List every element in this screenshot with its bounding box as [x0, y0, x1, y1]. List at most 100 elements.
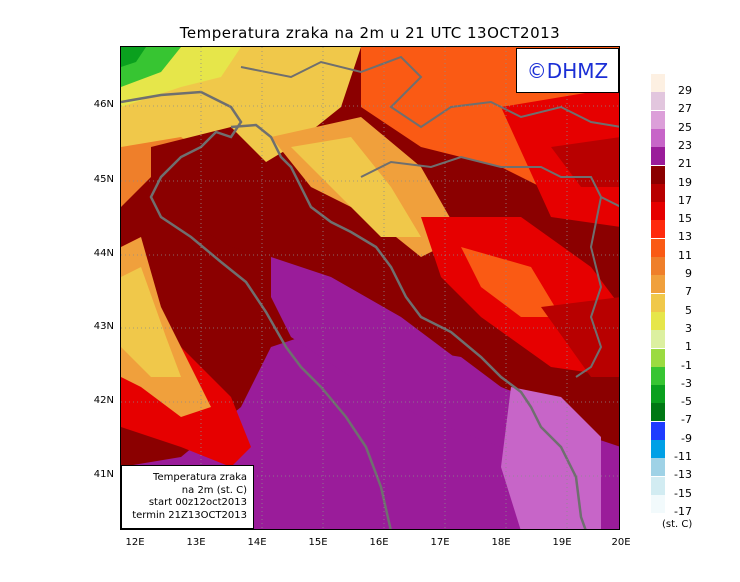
legend-label: -9 — [681, 431, 692, 445]
legend-swatch — [651, 183, 665, 202]
legend-label: 19 — [678, 175, 692, 189]
legend-label: -15 — [674, 486, 692, 500]
coastline-italy — [121, 90, 392, 529]
legend-swatch — [651, 220, 665, 239]
legend-swatch — [651, 458, 665, 477]
legend-item: 7 — [651, 275, 740, 298]
legend-label: 27 — [678, 102, 692, 116]
legend-swatch — [651, 110, 665, 129]
info-line-variable: Temperatura zraka — [153, 472, 247, 483]
lon-label-15e: 15E — [308, 537, 328, 548]
legend-swatch — [651, 202, 665, 221]
field-light-purple — [501, 387, 601, 529]
legend-label: 15 — [678, 212, 692, 226]
legend-item: -15 — [651, 476, 740, 500]
legend-label: 21 — [678, 157, 692, 171]
legend-item: 23 — [651, 128, 740, 152]
legend-item: -11 — [651, 440, 740, 463]
legend-swatch — [651, 311, 665, 330]
legend-swatch — [651, 348, 665, 367]
legend-item: 13 — [651, 220, 740, 243]
legend-label: -3 — [681, 376, 692, 390]
legend-label: 9 — [685, 267, 692, 280]
lon-label-20e: 20E — [611, 537, 631, 548]
field-orange-bosnia — [461, 247, 561, 317]
lat-label-41n: 41N — [93, 469, 114, 480]
legend-swatch — [651, 275, 665, 294]
legend-item: 17 — [651, 183, 740, 207]
field-dark-green-nw — [121, 47, 146, 67]
lon-label-12e: 12E — [125, 537, 145, 548]
legend-label: -13 — [674, 468, 692, 482]
legend-item: 29 — [651, 74, 740, 97]
legend-label: -5 — [681, 395, 692, 409]
legend-swatch — [651, 440, 665, 458]
legend-item: -3 — [651, 366, 740, 390]
coastline-balkans — [230, 123, 587, 529]
legend-item: -7 — [651, 403, 740, 426]
lon-label-13e: 13E — [186, 537, 206, 548]
lat-label-43n: 43N — [93, 321, 114, 332]
border-north — [240, 55, 619, 129]
legend-label: 11 — [678, 248, 692, 262]
legend-swatch — [651, 238, 665, 257]
legend-item: 9 — [651, 257, 740, 280]
legend-swatch — [651, 165, 665, 184]
legend-item: -9 — [651, 421, 740, 445]
legend-swatch — [651, 403, 665, 422]
legend-item: 11 — [651, 238, 740, 262]
field-darkred-se — [541, 297, 619, 377]
lon-label-17e: 17E — [430, 537, 450, 548]
legend-item: 1 — [651, 330, 740, 353]
field-purple-central — [271, 257, 561, 447]
legend-swatch — [651, 74, 665, 92]
lon-label-16e: 16E — [369, 537, 389, 548]
border-croatia-bosnia — [360, 155, 619, 208]
legend-swatch — [651, 421, 665, 440]
legend-swatch — [651, 330, 665, 349]
legend-label: -17 — [674, 504, 692, 518]
temperature-field — [121, 47, 619, 529]
legend-swatch — [651, 385, 665, 404]
legend-swatch — [651, 92, 665, 111]
dhmz-logo: ©DHMZ — [516, 48, 619, 93]
info-box: Temperatura zraka na 2m (st. C) start 00… — [121, 465, 254, 529]
lon-label-18e: 18E — [491, 537, 511, 548]
legend-label: 23 — [678, 138, 692, 152]
legend-item: 21 — [651, 147, 740, 170]
legend-label: -11 — [674, 450, 692, 463]
lat-label-46n: 46N — [93, 99, 114, 110]
legend-label: 25 — [678, 120, 692, 134]
field-darkred-istria — [151, 127, 291, 257]
legend-swatch — [651, 366, 665, 385]
legend-item: -17 — [651, 494, 740, 518]
legend-label: 1 — [685, 340, 692, 354]
legend-item: 3 — [651, 311, 740, 335]
legend-label: -7 — [681, 413, 692, 427]
field-red-italy — [121, 237, 251, 467]
legend-swatch — [651, 476, 665, 495]
lat-label-44n: 44N — [93, 248, 114, 259]
legend-label: 7 — [685, 285, 692, 299]
legend-label: 5 — [685, 303, 692, 317]
legend-swatch — [651, 128, 665, 147]
legend-item: -5 — [651, 385, 740, 408]
border-bosnia-serbia — [575, 196, 603, 378]
legend-unit: (st. C) — [662, 519, 693, 530]
legend-label: 29 — [678, 84, 692, 97]
legend-label: 13 — [678, 230, 692, 244]
legend-swatch — [651, 147, 665, 166]
legend-item: 19 — [651, 165, 740, 189]
info-line-start: start 00z12oct2013 — [148, 497, 247, 508]
lon-label-14e: 14E — [247, 537, 267, 548]
legend-item: -13 — [651, 458, 740, 481]
legend-label: 17 — [678, 193, 692, 207]
legend-item: 27 — [651, 92, 740, 115]
map-title: Temperatura zraka na 2m u 21 UTC 13OCT20… — [179, 24, 561, 42]
field-yellow-italy — [121, 267, 181, 377]
legend-swatch — [651, 257, 665, 275]
legend-label: -1 — [681, 358, 692, 372]
info-line-unit: na 2m (st. C) — [181, 484, 247, 496]
legend-item: 25 — [651, 110, 740, 134]
field-darkred-ne — [551, 137, 619, 187]
